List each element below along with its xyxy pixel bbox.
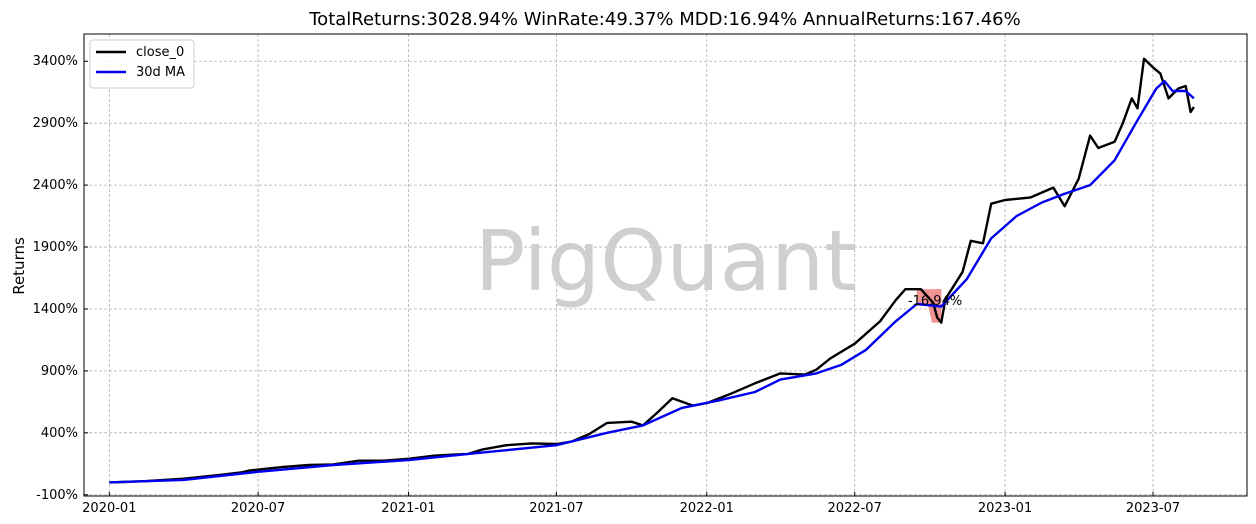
plot-frame <box>83 33 1248 497</box>
x-tick-label: 2023-01 <box>978 501 1032 516</box>
x-tick-label: 2020-07 <box>231 501 285 516</box>
x-tick-label: 2021-01 <box>381 501 435 516</box>
x-tick-label: 2023-07 <box>1126 501 1180 516</box>
chart-title: TotalReturns:3028.94% WinRate:49.37% MDD… <box>308 9 1020 30</box>
x-tick-label: 2021-07 <box>529 501 583 516</box>
y-tick-label: 400% <box>41 426 78 441</box>
series-layer: -16.94% <box>109 57 1195 484</box>
y-tick-label: 900% <box>41 364 78 379</box>
ma-30d-line <box>109 79 1195 484</box>
y-tick-label: 1400% <box>33 302 78 317</box>
y-tick-label: 3400% <box>33 54 78 69</box>
tick-layer: -100% 400% 900% 1400% 1900% 2400% 2900% 3400% 20… <box>33 54 1181 516</box>
drawdown-label: -16.94% <box>908 294 962 309</box>
y-tick-label: 2900% <box>33 116 78 131</box>
y-tick-label: 1900% <box>33 240 78 255</box>
legend-label: close_0 <box>136 45 184 60</box>
y-axis-label: Returns <box>10 237 28 295</box>
legend-label: 30d MA <box>136 65 185 80</box>
y-tick-label: 2400% <box>33 178 78 193</box>
legend: close_0 30d MA <box>89 39 195 89</box>
x-tick-label: 2022-07 <box>828 501 882 516</box>
y-tick-label: -100% <box>36 488 78 503</box>
x-tick-label: 2022-01 <box>680 501 734 516</box>
watermark: PigQuant <box>475 212 857 310</box>
grid-layer <box>84 34 1247 496</box>
x-tick-label: 2020-01 <box>82 501 136 516</box>
